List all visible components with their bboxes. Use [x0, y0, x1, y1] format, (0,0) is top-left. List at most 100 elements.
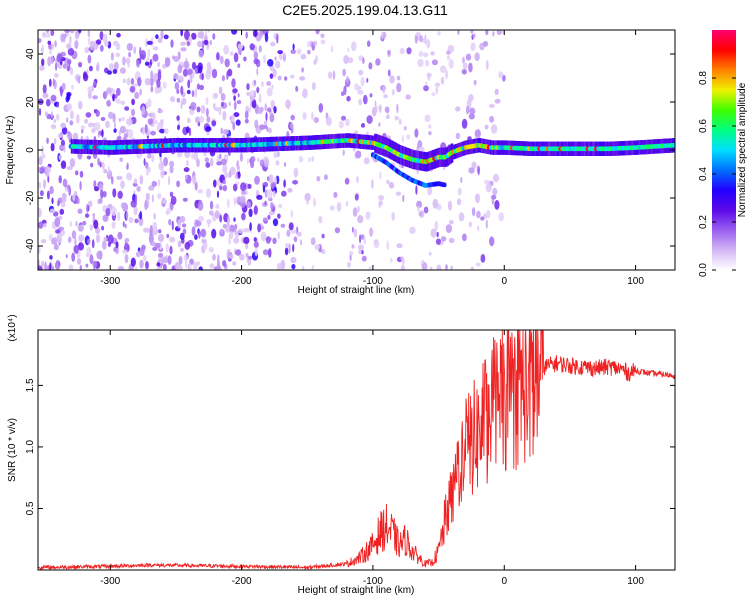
- noise-blob: [74, 237, 77, 247]
- noise-blob: [124, 106, 130, 111]
- noise-blob: [116, 175, 123, 180]
- y-tick-label: 1.0: [25, 440, 36, 454]
- noise-blob: [191, 153, 194, 160]
- noise-blob: [165, 243, 169, 253]
- noise-blob: [475, 193, 480, 204]
- noise-blob: [54, 40, 57, 48]
- noise-blob: [222, 129, 229, 135]
- noise-blob: [183, 167, 190, 173]
- noise-blob: [186, 41, 190, 47]
- snr-x-axis-label: Height of straight line (km): [298, 585, 415, 596]
- y-tick-label: 20: [25, 96, 36, 108]
- noise-blob: [227, 215, 230, 225]
- noise-blob: [468, 221, 472, 228]
- noise-blob: [356, 85, 362, 91]
- noise-blob: [51, 124, 57, 130]
- noise-blob: [199, 84, 205, 91]
- noise-blob: [278, 204, 283, 208]
- noise-blob: [256, 86, 260, 94]
- noise-blob: [89, 224, 94, 231]
- noise-blob: [280, 259, 286, 270]
- noise-blob: [363, 157, 370, 165]
- noise-blob: [112, 69, 118, 74]
- noise-blob: [220, 101, 225, 107]
- noise-blob: [494, 200, 500, 210]
- noise-blob: [97, 133, 100, 138]
- noise-blob: [219, 185, 223, 191]
- noise-blob: [117, 211, 121, 222]
- noise-blob: [436, 231, 439, 238]
- noise-blob: [489, 236, 495, 247]
- noise-blob: [391, 89, 395, 96]
- noise-blob: [462, 233, 467, 242]
- noise-blob: [62, 178, 68, 188]
- noise-blob: [311, 264, 314, 270]
- noise-blob: [94, 122, 101, 132]
- noise-blob: [39, 190, 44, 197]
- noise-blob: [228, 236, 232, 245]
- noise-blob: [96, 61, 100, 72]
- noise-blob: [197, 40, 203, 48]
- noise-blob: [152, 53, 159, 62]
- noise-blob: [353, 228, 358, 238]
- noise-blob: [254, 119, 259, 129]
- noise-blob: [44, 32, 51, 38]
- noise-blob: [126, 172, 133, 181]
- noise-blob: [43, 265, 50, 270]
- noise-blob: [74, 40, 79, 49]
- noise-blob: [150, 112, 156, 121]
- noise-blob: [143, 158, 146, 166]
- noise-blob: [220, 93, 226, 101]
- noise-blob: [38, 221, 44, 229]
- noise-blob: [494, 88, 499, 96]
- snr-series-line: [38, 330, 675, 570]
- noise-blob: [176, 180, 181, 188]
- noise-blob: [357, 205, 360, 213]
- noise-blob: [98, 183, 104, 192]
- noise-blob: [213, 102, 216, 110]
- noise-blob: [266, 81, 272, 86]
- noise-blob: [313, 197, 316, 207]
- noise-blob: [56, 102, 59, 108]
- noise-blob: [262, 249, 269, 256]
- noise-blob: [462, 62, 468, 70]
- noise-blob: [40, 47, 43, 53]
- noise-blob: [85, 263, 89, 268]
- noise-blob: [465, 53, 472, 61]
- noise-blob: [273, 106, 277, 114]
- noise-blob: [272, 218, 279, 227]
- noise-blob: [146, 40, 153, 46]
- noise-blob: [108, 63, 114, 71]
- noise-blob: [356, 176, 359, 184]
- noise-blob: [38, 38, 42, 43]
- noise-blob: [99, 44, 104, 52]
- noise-blob: [216, 161, 223, 166]
- noise-blob: [170, 39, 174, 48]
- colorbar-tick-label: 0.6: [698, 119, 709, 133]
- noise-blob: [298, 156, 304, 163]
- noise-blob: [283, 179, 286, 188]
- y-tick-label: 0.5: [25, 501, 36, 515]
- noise-blob: [181, 97, 187, 105]
- noise-blob: [436, 264, 442, 270]
- noise-blob: [277, 50, 284, 55]
- noise-blob: [46, 137, 49, 144]
- noise-blob: [89, 40, 95, 51]
- noise-blob: [196, 106, 201, 113]
- noise-blob: [291, 264, 296, 270]
- noise-blob: [177, 219, 182, 229]
- noise-blob: [71, 252, 76, 262]
- noise-blob: [115, 87, 121, 96]
- noise-blob: [139, 210, 143, 220]
- noise-blob: [401, 258, 406, 265]
- noise-blob: [161, 198, 168, 204]
- noise-blob: [318, 103, 324, 113]
- noise-blob: [147, 153, 152, 159]
- noise-blob: [425, 60, 430, 67]
- noise-blob: [197, 31, 204, 39]
- noise-blob: [414, 34, 418, 44]
- noise-blob: [203, 39, 209, 46]
- noise-blob: [119, 157, 123, 162]
- noise-blob: [89, 254, 94, 265]
- noise-blob: [361, 255, 367, 262]
